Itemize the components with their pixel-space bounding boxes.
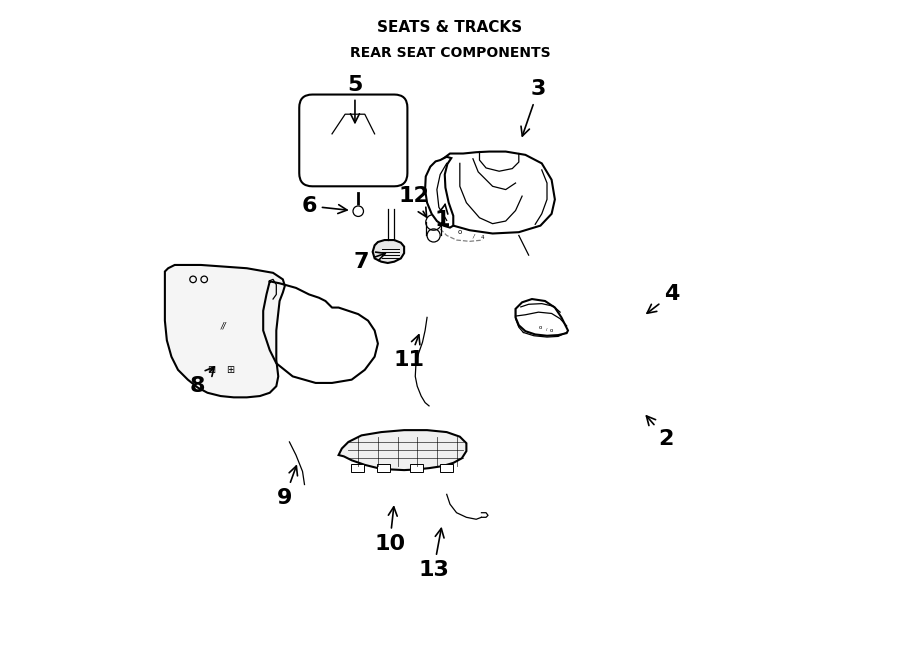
- Text: 2: 2: [646, 416, 674, 449]
- Polygon shape: [373, 240, 404, 263]
- FancyBboxPatch shape: [351, 464, 364, 472]
- Text: ⊞: ⊞: [227, 365, 235, 375]
- Text: ⊞: ⊞: [207, 365, 215, 375]
- FancyBboxPatch shape: [410, 464, 423, 472]
- Text: 8: 8: [190, 367, 214, 396]
- Text: 10: 10: [374, 507, 405, 553]
- Polygon shape: [516, 299, 568, 336]
- Text: //: //: [221, 321, 227, 330]
- Text: 4: 4: [481, 235, 484, 240]
- Text: 6: 6: [302, 196, 347, 216]
- Text: 11: 11: [394, 335, 425, 370]
- Polygon shape: [165, 265, 284, 397]
- Text: /: /: [546, 328, 548, 332]
- Text: 1: 1: [435, 204, 450, 231]
- Circle shape: [353, 206, 364, 216]
- Text: o: o: [550, 329, 554, 333]
- Text: SEATS & TRACKS: SEATS & TRACKS: [377, 20, 523, 35]
- Text: 5: 5: [347, 75, 363, 123]
- FancyBboxPatch shape: [299, 95, 408, 186]
- FancyBboxPatch shape: [377, 464, 391, 472]
- Polygon shape: [425, 157, 454, 227]
- Text: 13: 13: [418, 528, 449, 580]
- FancyBboxPatch shape: [439, 464, 453, 472]
- Text: 3: 3: [521, 79, 546, 136]
- Text: 9: 9: [277, 466, 298, 508]
- Text: 12: 12: [399, 186, 429, 217]
- Text: 7: 7: [354, 252, 385, 272]
- Text: o: o: [458, 229, 462, 235]
- Text: 4: 4: [647, 284, 680, 313]
- Polygon shape: [338, 430, 466, 470]
- Text: REAR SEAT COMPONENTS: REAR SEAT COMPONENTS: [350, 46, 550, 60]
- Polygon shape: [428, 151, 555, 233]
- Text: /: /: [472, 233, 474, 239]
- Text: o: o: [539, 325, 542, 330]
